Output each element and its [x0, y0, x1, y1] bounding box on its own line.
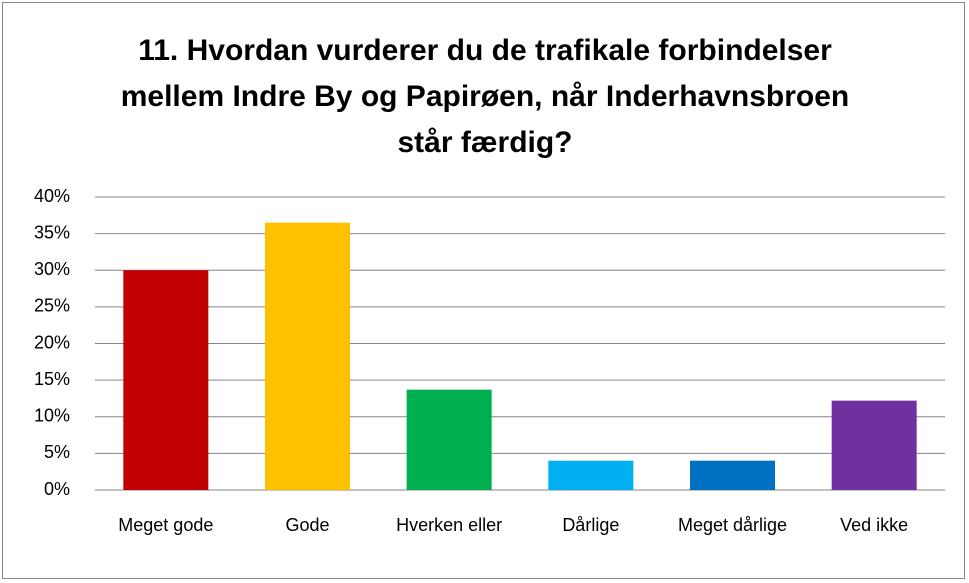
y-tick-label: 35%	[34, 222, 70, 242]
x-tick-label: Meget dårlige	[677, 515, 788, 535]
x-tick-label: Meget gode	[118, 515, 214, 535]
y-tick-label: 25%	[34, 296, 70, 316]
y-tick-label: 30%	[34, 259, 70, 279]
bar	[265, 222, 350, 490]
x-tick-label: Gode	[285, 515, 330, 535]
x-tick-label: Hverken eller	[396, 515, 503, 535]
y-tick-label: 20%	[34, 332, 70, 352]
y-tick-label: 10%	[34, 406, 70, 426]
x-tick-label: Ved ikke	[840, 515, 909, 535]
chart-title: 11. Hvordan vurderer du de trafikale for…	[120, 34, 850, 159]
y-tick-label: 0%	[44, 479, 70, 499]
y-tick-label: 5%	[44, 442, 70, 462]
x-tick-label: Dårlige	[562, 515, 620, 535]
bar	[123, 270, 209, 490]
y-tick-label: 15%	[34, 369, 70, 389]
y-tick-label: 40%	[34, 186, 70, 206]
bar	[406, 389, 492, 490]
bar	[690, 460, 775, 490]
bar	[831, 400, 917, 490]
bar	[548, 460, 634, 490]
